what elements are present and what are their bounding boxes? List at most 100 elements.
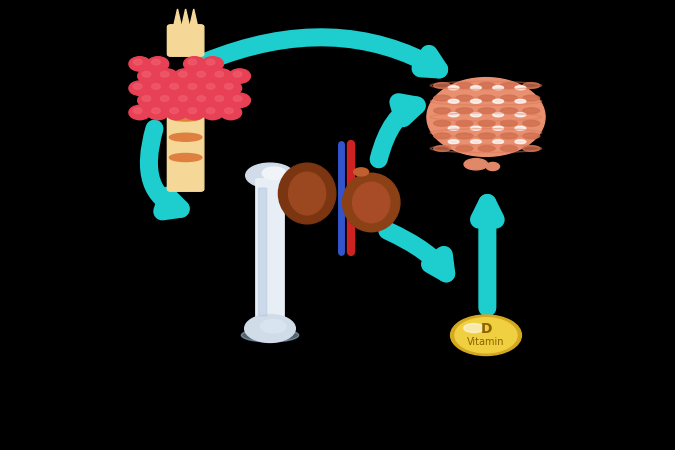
Circle shape [215,96,223,101]
Ellipse shape [448,99,459,104]
Circle shape [192,69,214,83]
Ellipse shape [451,315,521,356]
Ellipse shape [242,328,298,342]
Circle shape [207,108,215,113]
Text: Vitamin: Vitamin [467,337,505,347]
Ellipse shape [464,324,484,333]
Circle shape [129,81,151,95]
Circle shape [161,96,169,101]
Ellipse shape [278,163,336,224]
Ellipse shape [500,83,518,88]
Circle shape [161,72,169,77]
Ellipse shape [493,140,504,144]
Ellipse shape [456,83,472,88]
Ellipse shape [478,146,495,152]
Circle shape [156,69,178,83]
Circle shape [134,84,142,89]
Ellipse shape [262,167,286,180]
Ellipse shape [500,146,518,152]
Ellipse shape [448,140,459,144]
Circle shape [156,93,178,108]
Circle shape [184,57,205,71]
Circle shape [165,81,187,95]
Polygon shape [173,9,182,27]
Ellipse shape [246,163,294,188]
Circle shape [152,59,160,65]
Ellipse shape [493,126,504,130]
Circle shape [188,59,196,65]
Circle shape [202,81,223,95]
Circle shape [152,84,160,89]
Ellipse shape [470,126,481,130]
Ellipse shape [500,120,518,126]
Circle shape [184,105,205,120]
Circle shape [138,93,159,108]
Circle shape [138,69,159,83]
Ellipse shape [470,140,481,144]
Ellipse shape [515,99,526,104]
Ellipse shape [456,120,472,126]
Ellipse shape [478,83,495,88]
Ellipse shape [261,320,286,333]
Ellipse shape [493,113,504,117]
Ellipse shape [427,77,545,157]
Circle shape [211,69,232,83]
Circle shape [215,72,223,77]
Ellipse shape [486,162,500,171]
Ellipse shape [448,126,459,130]
Circle shape [142,72,151,77]
Text: D: D [480,322,492,337]
Circle shape [202,57,223,71]
Ellipse shape [522,133,540,139]
Ellipse shape [464,159,487,170]
Circle shape [211,93,232,108]
Ellipse shape [515,113,526,117]
Circle shape [174,69,196,83]
Ellipse shape [433,108,451,114]
Ellipse shape [456,95,472,101]
Circle shape [234,96,242,101]
Ellipse shape [354,168,369,176]
Ellipse shape [244,315,296,342]
Circle shape [174,93,196,108]
Circle shape [202,105,223,120]
Ellipse shape [478,95,495,101]
Circle shape [197,72,205,77]
Ellipse shape [500,95,518,101]
Ellipse shape [433,146,451,152]
Circle shape [142,96,151,101]
Ellipse shape [522,83,540,88]
Ellipse shape [478,133,495,139]
Circle shape [134,59,142,65]
Circle shape [152,108,160,113]
Ellipse shape [522,95,540,101]
Circle shape [197,96,205,101]
Ellipse shape [169,113,202,121]
Circle shape [170,84,178,89]
Ellipse shape [522,120,540,126]
Circle shape [225,108,233,113]
Ellipse shape [493,99,504,104]
Ellipse shape [470,86,481,90]
Ellipse shape [448,113,459,117]
Polygon shape [190,9,198,27]
Ellipse shape [456,146,472,152]
Circle shape [188,108,196,113]
Circle shape [129,105,151,120]
Ellipse shape [169,153,202,162]
Circle shape [207,84,215,89]
Ellipse shape [343,173,400,232]
FancyBboxPatch shape [167,88,204,191]
Circle shape [188,84,196,89]
Circle shape [184,81,205,95]
Ellipse shape [169,133,202,141]
Ellipse shape [515,126,526,130]
Circle shape [229,69,250,83]
Ellipse shape [500,133,518,139]
Ellipse shape [470,113,481,117]
Ellipse shape [515,86,526,90]
Ellipse shape [493,86,504,90]
Ellipse shape [522,108,540,114]
Ellipse shape [289,172,325,215]
Circle shape [234,72,242,77]
